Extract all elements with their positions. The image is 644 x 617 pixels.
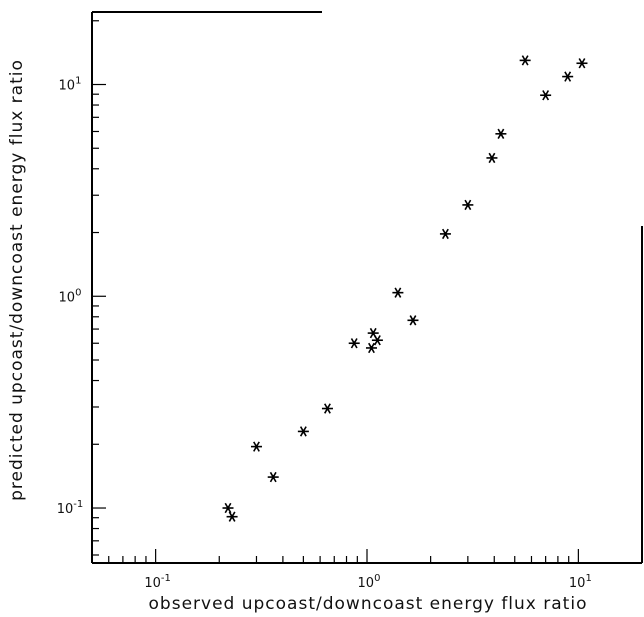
y-tick-label: 101: [59, 76, 82, 94]
y-axis-label: predicted upcoast/downcoast energy flux …: [7, 59, 27, 501]
data-point: [486, 152, 498, 164]
data-point: [392, 287, 404, 298]
data-point: [267, 471, 279, 483]
x-axis-ticks: 10-1 100 101: [91, 549, 643, 591]
data-point: [365, 342, 377, 354]
data-point: [562, 71, 574, 82]
data-point: [576, 58, 588, 69]
data-point: [540, 90, 552, 101]
y-tick-label: 10-1: [57, 499, 84, 517]
x-tick-label: 10-1: [144, 573, 171, 591]
data-point: [367, 327, 379, 339]
data-point: [371, 335, 383, 346]
data-points: [222, 55, 588, 522]
data-point: [250, 441, 262, 452]
data-point: [495, 128, 507, 139]
data-point: [297, 426, 309, 437]
x-axis-label: observed upcoast/downcoast energy flux r…: [149, 594, 588, 614]
data-point: [226, 511, 238, 522]
plot-frame: [91, 11, 643, 564]
data-point: [348, 338, 360, 349]
y-tick-label: 100: [59, 287, 82, 305]
data-point: [462, 199, 474, 211]
data-point: [439, 228, 451, 240]
x-tick-label: 101: [569, 573, 592, 591]
data-point: [519, 55, 531, 66]
x-tick-label: 100: [358, 573, 381, 591]
data-point: [321, 403, 333, 414]
data-point: [222, 502, 234, 514]
data-point: [407, 315, 419, 326]
y-axis-ticks: 10-1 100 101: [57, 20, 106, 556]
